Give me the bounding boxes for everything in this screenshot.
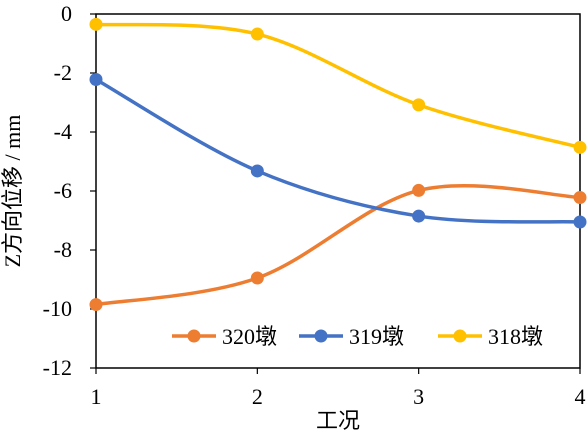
legend-label: 319墩 <box>349 324 404 349</box>
data-point <box>89 72 103 86</box>
data-point <box>412 183 426 197</box>
series-3 <box>89 17 587 154</box>
legend-item: 320墩 <box>172 324 277 349</box>
x-axis-ticks: 1 2 3 4 <box>91 368 586 409</box>
legend-item: 318墩 <box>438 324 543 349</box>
data-point <box>573 215 587 229</box>
x-tick-label: 3 <box>413 384 424 409</box>
x-axis-title: 工况 <box>316 408 360 433</box>
x-tick-label: 1 <box>91 384 102 409</box>
data-point <box>412 209 426 223</box>
y-tick-label: 0 <box>61 1 72 26</box>
y-axis-ticks: 0 -2 -4 -6 -8 -10 -12 <box>43 1 96 380</box>
y-tick-label: -12 <box>43 355 72 380</box>
data-point <box>573 190 587 204</box>
y-tick-label: -8 <box>54 237 72 262</box>
series-line <box>94 183 582 307</box>
legend-item: 319墩 <box>299 324 404 349</box>
series-line <box>94 77 582 224</box>
y-axis-title: Z方向位移 / mm <box>0 115 25 268</box>
legend: 320墩 319墩 318墩 <box>172 324 543 349</box>
legend-label: 318墩 <box>488 324 543 349</box>
series-line <box>94 22 582 150</box>
data-point <box>412 98 426 112</box>
data-point <box>89 17 103 31</box>
data-point <box>250 27 264 41</box>
y-tick-label: -2 <box>54 60 72 85</box>
legend-swatch-marker <box>453 329 467 343</box>
data-point <box>89 298 103 312</box>
legend-swatch-marker <box>314 329 328 343</box>
legend-label: 320墩 <box>222 324 277 349</box>
legend-swatch-marker <box>187 329 201 343</box>
data-point <box>250 164 264 178</box>
y-tick-label: -10 <box>43 296 72 321</box>
y-tick-label: -6 <box>54 178 72 203</box>
x-tick-label: 2 <box>252 384 263 409</box>
y-tick-label: -4 <box>54 119 72 144</box>
series-2 <box>89 72 587 229</box>
series-layer <box>89 17 587 312</box>
series-1 <box>89 183 587 312</box>
data-point <box>250 271 264 285</box>
x-tick-label: 4 <box>575 384 586 409</box>
data-point <box>573 140 587 154</box>
